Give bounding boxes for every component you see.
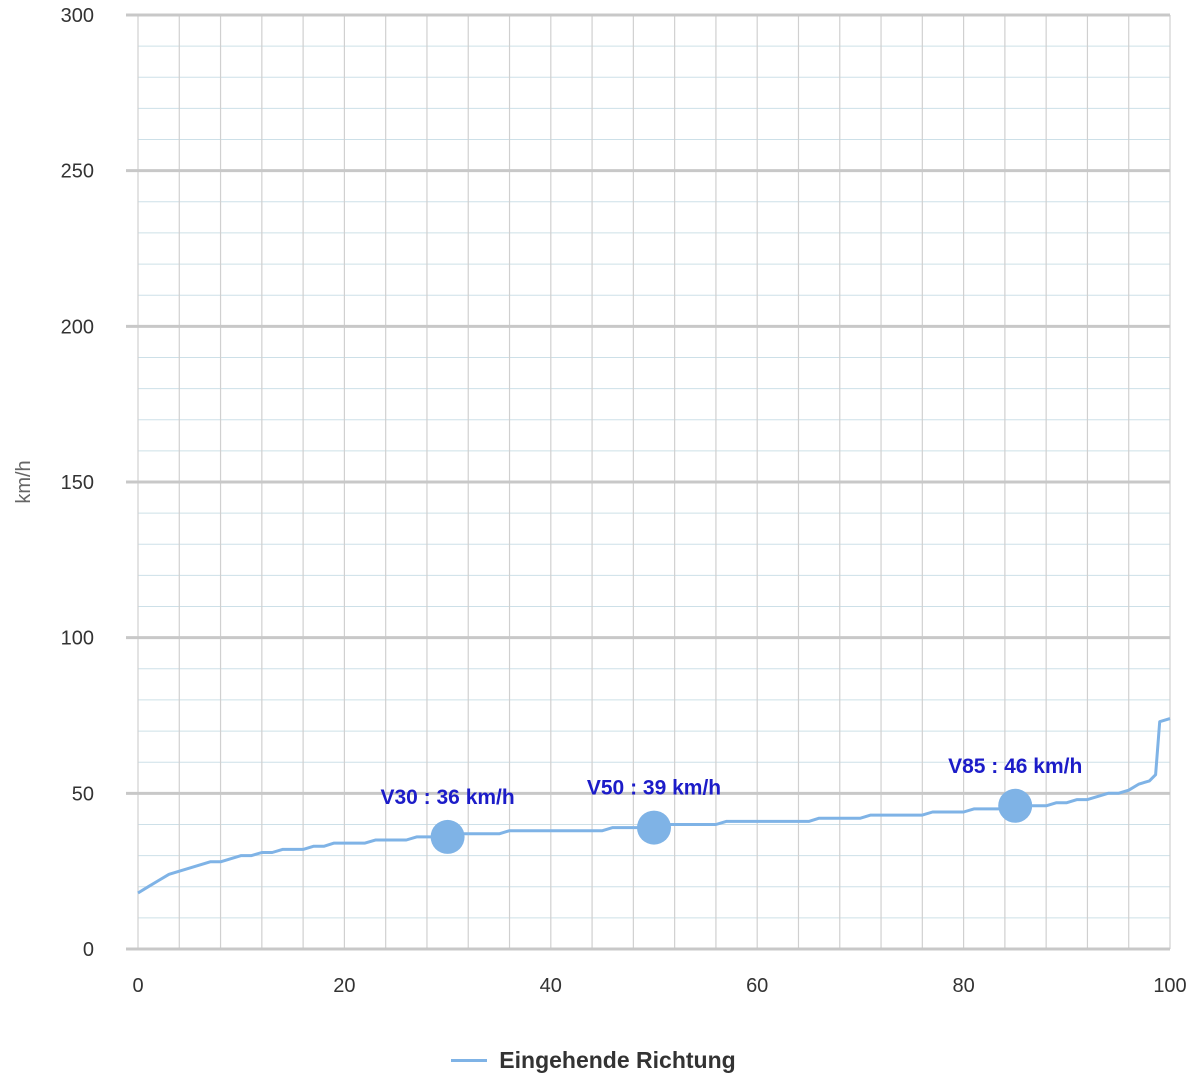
legend-label: Eingehende Richtung [499,1046,736,1073]
x-tick-label: 100 [1153,975,1186,997]
x-tick-label: 0 [132,975,143,997]
y-tick-label: 200 [61,316,94,338]
y-axis-label: km/h [13,460,35,503]
x-tick-label: 60 [746,975,768,997]
y-tick-label: 250 [61,161,94,183]
y-tick-label: 100 [61,628,94,650]
percentile-markers: V30 : 36 km/h V50 : 39 km/h V85 : 46 km/h [380,755,1082,854]
y-tick-label: 0 [83,939,94,961]
x-tick-label: 20 [333,975,355,997]
percentile-marker-label: V85 : 46 km/h [948,755,1082,778]
legend-swatch [451,1058,488,1062]
y-tick-label: 300 [61,5,94,27]
x-tick-label: 40 [540,975,562,997]
y-tick-label: 150 [61,472,94,494]
speed-percentile-chart: 0 50 100 150 200 250 300 0 20 40 60 80 100 km/h V30 … [13,5,1187,997]
y-tick-label: 50 [72,783,94,805]
percentile-marker-point [430,819,465,854]
legend[interactable]: Eingehende Richtung [0,1043,1187,1077]
x-tick-label: 80 [952,975,974,997]
percentile-marker-label: V50 : 39 km/h [587,777,721,800]
percentile-marker-label: V30 : 36 km/h [380,786,514,809]
chart-axes: 0 50 100 150 200 250 300 0 20 40 60 80 100 [61,5,1187,997]
chart-grid [126,13,1171,951]
percentile-marker-point [998,788,1033,823]
percentile-marker-point [637,810,671,845]
